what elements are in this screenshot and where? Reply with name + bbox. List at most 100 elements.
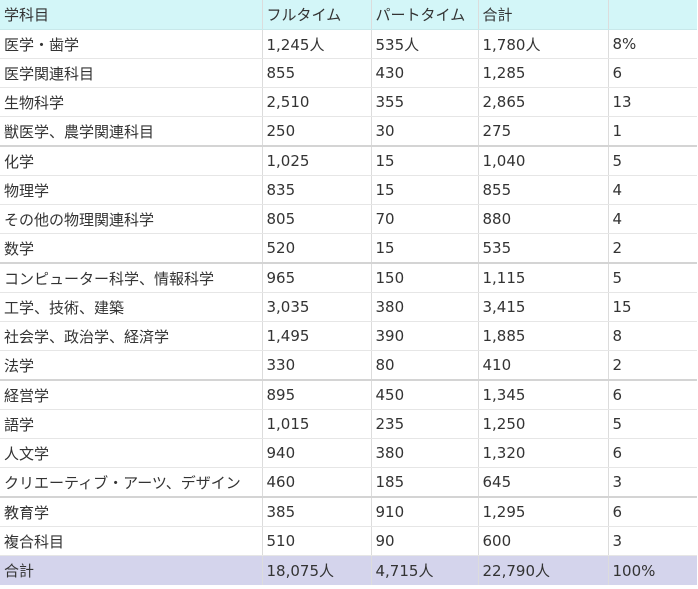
header-percent — [607, 0, 697, 30]
parttime-cell: 15 — [370, 145, 478, 176]
table-row: その他の物理関連科学 805 70 880 4 — [0, 204, 697, 234]
fulltime-cell: 3,035 — [261, 292, 371, 322]
fulltime-cell: 250 — [261, 116, 371, 147]
fulltime-cell: 965 — [261, 262, 371, 293]
fulltime-cell: 855 — [261, 58, 371, 88]
total-cell: 275 — [477, 116, 608, 147]
table-row: 経営学 895 450 1,345 6 — [0, 379, 697, 410]
parttime-cell: 150 — [370, 262, 478, 293]
total-cell: 1,295 — [477, 496, 608, 527]
total-cell: 535 — [477, 233, 608, 264]
parttime-cell: 185 — [370, 467, 478, 498]
total-cell: 1,320 — [477, 438, 608, 468]
percent-cell: 6 — [607, 496, 697, 527]
fulltime-cell: 805 — [261, 204, 371, 234]
percent-cell: 4 — [607, 204, 697, 234]
table-row: 獣医学、農学関連科目 250 30 275 1 — [0, 116, 697, 147]
table-row: 物理学 835 15 855 4 — [0, 175, 697, 205]
parttime-cell: 910 — [370, 496, 478, 527]
parttime-cell: 380 — [370, 438, 478, 468]
parttime-cell: 15 — [370, 175, 478, 205]
percent-cell: 15 — [607, 292, 697, 322]
header-fulltime: フルタイム — [261, 0, 371, 30]
subject-cell: クリエーティブ・アーツ、デザイン — [0, 467, 262, 498]
fulltime-cell: 330 — [261, 350, 371, 381]
subject-cell: 人文学 — [0, 438, 262, 468]
table-row: 教育学 385 910 1,295 6 — [0, 496, 697, 527]
fulltime-cell: 510 — [261, 526, 371, 556]
subject-cell: 医学・歯学 — [0, 29, 262, 59]
table-row: 生物科学 2,510 355 2,865 13 — [0, 87, 697, 117]
table-row: 語学 1,015 235 1,250 5 — [0, 409, 697, 439]
fulltime-cell: 2,510 — [261, 87, 371, 117]
subject-cell: 経営学 — [0, 379, 262, 410]
parttime-cell: 390 — [370, 321, 478, 351]
table-row: 工学、技術、建築 3,035 380 3,415 15 — [0, 292, 697, 322]
fulltime-cell: 895 — [261, 379, 371, 410]
parttime-cell: 15 — [370, 233, 478, 264]
percent-cell: 6 — [607, 58, 697, 88]
percent-cell: 8% — [607, 29, 697, 59]
total-cell: 2,865 — [477, 87, 608, 117]
fulltime-cell: 940 — [261, 438, 371, 468]
percent-cell: 1 — [607, 116, 697, 147]
subject-cell: 複合科目 — [0, 526, 262, 556]
table-row: 医学・歯学 1,245人 535人 1,780人 8% — [0, 29, 697, 59]
table-row: 複合科目 510 90 600 3 — [0, 526, 697, 556]
fulltime-cell: 385 — [261, 496, 371, 527]
percent-cell: 13 — [607, 87, 697, 117]
total-cell: 1,285 — [477, 58, 608, 88]
subject-cell: 医学関連科目 — [0, 58, 262, 88]
subject-cell: 社会学、政治学、経済学 — [0, 321, 262, 351]
total-cell: 3,415 — [477, 292, 608, 322]
header-parttime: パートタイム — [370, 0, 478, 30]
fulltime-cell: 1,245人 — [261, 29, 371, 59]
fulltime-cell: 835 — [261, 175, 371, 205]
parttime-cell: 30 — [370, 116, 478, 147]
percent-cell: 4 — [607, 175, 697, 205]
total-cell: 1,345 — [477, 379, 608, 410]
total-cell: 645 — [477, 467, 608, 498]
fulltime-cell: 1,025 — [261, 145, 371, 176]
subject-cell: その他の物理関連科学 — [0, 204, 262, 234]
table-row: 人文学 940 380 1,320 6 — [0, 438, 697, 468]
fulltime-cell: 1,015 — [261, 409, 371, 439]
subject-cell: 獣医学、農学関連科目 — [0, 116, 262, 147]
parttime-cell: 90 — [370, 526, 478, 556]
total-cell: 1,115 — [477, 262, 608, 293]
table-row: 医学関連科目 855 430 1,285 6 — [0, 58, 697, 88]
footer-total: 22,790人 — [477, 555, 608, 585]
percent-cell: 6 — [607, 438, 697, 468]
percent-cell: 2 — [607, 233, 697, 264]
percent-cell: 8 — [607, 321, 697, 351]
subject-cell: 法学 — [0, 350, 262, 381]
total-row: 合計 18,075人 4,715人 22,790人 100% — [0, 555, 697, 585]
table-row: 数学 520 15 535 2 — [0, 233, 697, 264]
subject-cell: コンピューター科学、情報科学 — [0, 262, 262, 293]
subject-cell: 化学 — [0, 145, 262, 176]
parttime-cell: 355 — [370, 87, 478, 117]
fulltime-cell: 520 — [261, 233, 371, 264]
header-total: 合計 — [477, 0, 608, 30]
subject-cell: 工学、技術、建築 — [0, 292, 262, 322]
subject-cell: 物理学 — [0, 175, 262, 205]
fulltime-cell: 1,495 — [261, 321, 371, 351]
footer-label: 合計 — [0, 555, 262, 585]
table-row: 社会学、政治学、経済学 1,495 390 1,885 8 — [0, 321, 697, 351]
percent-cell: 3 — [607, 526, 697, 556]
subject-cell: 数学 — [0, 233, 262, 264]
fulltime-cell: 460 — [261, 467, 371, 498]
subject-cell: 語学 — [0, 409, 262, 439]
percent-cell: 5 — [607, 409, 697, 439]
parttime-cell: 235 — [370, 409, 478, 439]
table-row: コンピューター科学、情報科学 965 150 1,115 5 — [0, 262, 697, 293]
percent-cell: 3 — [607, 467, 697, 498]
parttime-cell: 380 — [370, 292, 478, 322]
parttime-cell: 535人 — [370, 29, 478, 59]
parttime-cell: 70 — [370, 204, 478, 234]
parttime-cell: 430 — [370, 58, 478, 88]
total-cell: 600 — [477, 526, 608, 556]
header-subject: 学科目 — [0, 0, 262, 30]
subject-cell: 生物科学 — [0, 87, 262, 117]
